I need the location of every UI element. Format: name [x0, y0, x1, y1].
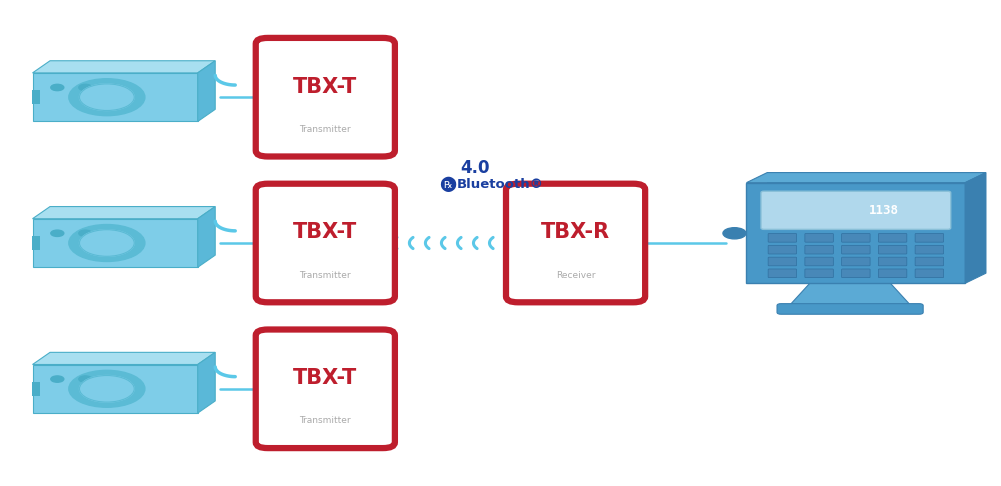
- Polygon shape: [198, 207, 215, 267]
- FancyBboxPatch shape: [256, 184, 394, 302]
- Polygon shape: [747, 173, 986, 183]
- Circle shape: [69, 370, 145, 407]
- Text: Receiver: Receiver: [556, 271, 596, 279]
- FancyBboxPatch shape: [32, 236, 40, 250]
- Polygon shape: [32, 61, 215, 73]
- Text: TBX-R: TBX-R: [541, 222, 611, 243]
- Text: Transmitter: Transmitter: [299, 125, 351, 134]
- Polygon shape: [198, 352, 215, 413]
- Circle shape: [79, 376, 92, 382]
- Text: TBX-T: TBX-T: [293, 222, 357, 243]
- FancyBboxPatch shape: [805, 257, 834, 266]
- FancyBboxPatch shape: [842, 233, 870, 242]
- Polygon shape: [198, 61, 215, 122]
- Polygon shape: [965, 173, 986, 283]
- Text: Bluetooth®: Bluetooth®: [457, 178, 544, 191]
- FancyBboxPatch shape: [768, 269, 797, 278]
- Circle shape: [51, 376, 64, 382]
- FancyBboxPatch shape: [256, 38, 394, 156]
- FancyBboxPatch shape: [805, 269, 834, 278]
- FancyBboxPatch shape: [878, 257, 907, 266]
- Circle shape: [723, 227, 746, 239]
- Text: Transmitter: Transmitter: [299, 271, 351, 279]
- Circle shape: [79, 230, 134, 256]
- FancyBboxPatch shape: [915, 245, 944, 254]
- FancyBboxPatch shape: [777, 304, 923, 314]
- FancyBboxPatch shape: [878, 233, 907, 242]
- Circle shape: [69, 79, 145, 116]
- FancyBboxPatch shape: [32, 73, 198, 122]
- Circle shape: [728, 230, 742, 237]
- Text: 1138: 1138: [869, 204, 899, 217]
- Circle shape: [79, 84, 134, 110]
- Text: ℞: ℞: [443, 180, 451, 190]
- FancyBboxPatch shape: [747, 183, 965, 283]
- Circle shape: [51, 84, 64, 90]
- FancyBboxPatch shape: [32, 90, 40, 104]
- Circle shape: [107, 376, 120, 382]
- Text: ⬤: ⬤: [438, 177, 456, 192]
- Polygon shape: [32, 352, 215, 364]
- FancyBboxPatch shape: [915, 269, 944, 278]
- FancyBboxPatch shape: [842, 245, 870, 254]
- Text: TBX-T: TBX-T: [293, 76, 357, 97]
- Circle shape: [107, 84, 120, 90]
- Circle shape: [51, 230, 64, 237]
- FancyBboxPatch shape: [32, 364, 198, 413]
- FancyBboxPatch shape: [32, 382, 40, 396]
- Circle shape: [69, 225, 145, 261]
- Text: 4.0: 4.0: [460, 158, 490, 177]
- FancyBboxPatch shape: [915, 233, 944, 242]
- FancyBboxPatch shape: [32, 219, 198, 267]
- FancyBboxPatch shape: [506, 184, 645, 302]
- FancyBboxPatch shape: [878, 269, 907, 278]
- FancyBboxPatch shape: [805, 233, 834, 242]
- Circle shape: [107, 230, 120, 237]
- FancyBboxPatch shape: [761, 191, 951, 229]
- FancyBboxPatch shape: [842, 269, 870, 278]
- Circle shape: [79, 376, 134, 402]
- FancyBboxPatch shape: [768, 257, 797, 266]
- Text: Transmitter: Transmitter: [299, 417, 351, 425]
- FancyBboxPatch shape: [915, 257, 944, 266]
- FancyBboxPatch shape: [768, 245, 797, 254]
- Polygon shape: [787, 283, 913, 309]
- Polygon shape: [32, 207, 215, 219]
- Circle shape: [79, 230, 92, 237]
- FancyBboxPatch shape: [767, 173, 986, 273]
- FancyBboxPatch shape: [256, 330, 394, 448]
- FancyBboxPatch shape: [878, 245, 907, 254]
- FancyBboxPatch shape: [768, 233, 797, 242]
- FancyBboxPatch shape: [842, 257, 870, 266]
- Text: TBX-T: TBX-T: [293, 368, 357, 388]
- FancyBboxPatch shape: [805, 245, 834, 254]
- Circle shape: [79, 84, 92, 90]
